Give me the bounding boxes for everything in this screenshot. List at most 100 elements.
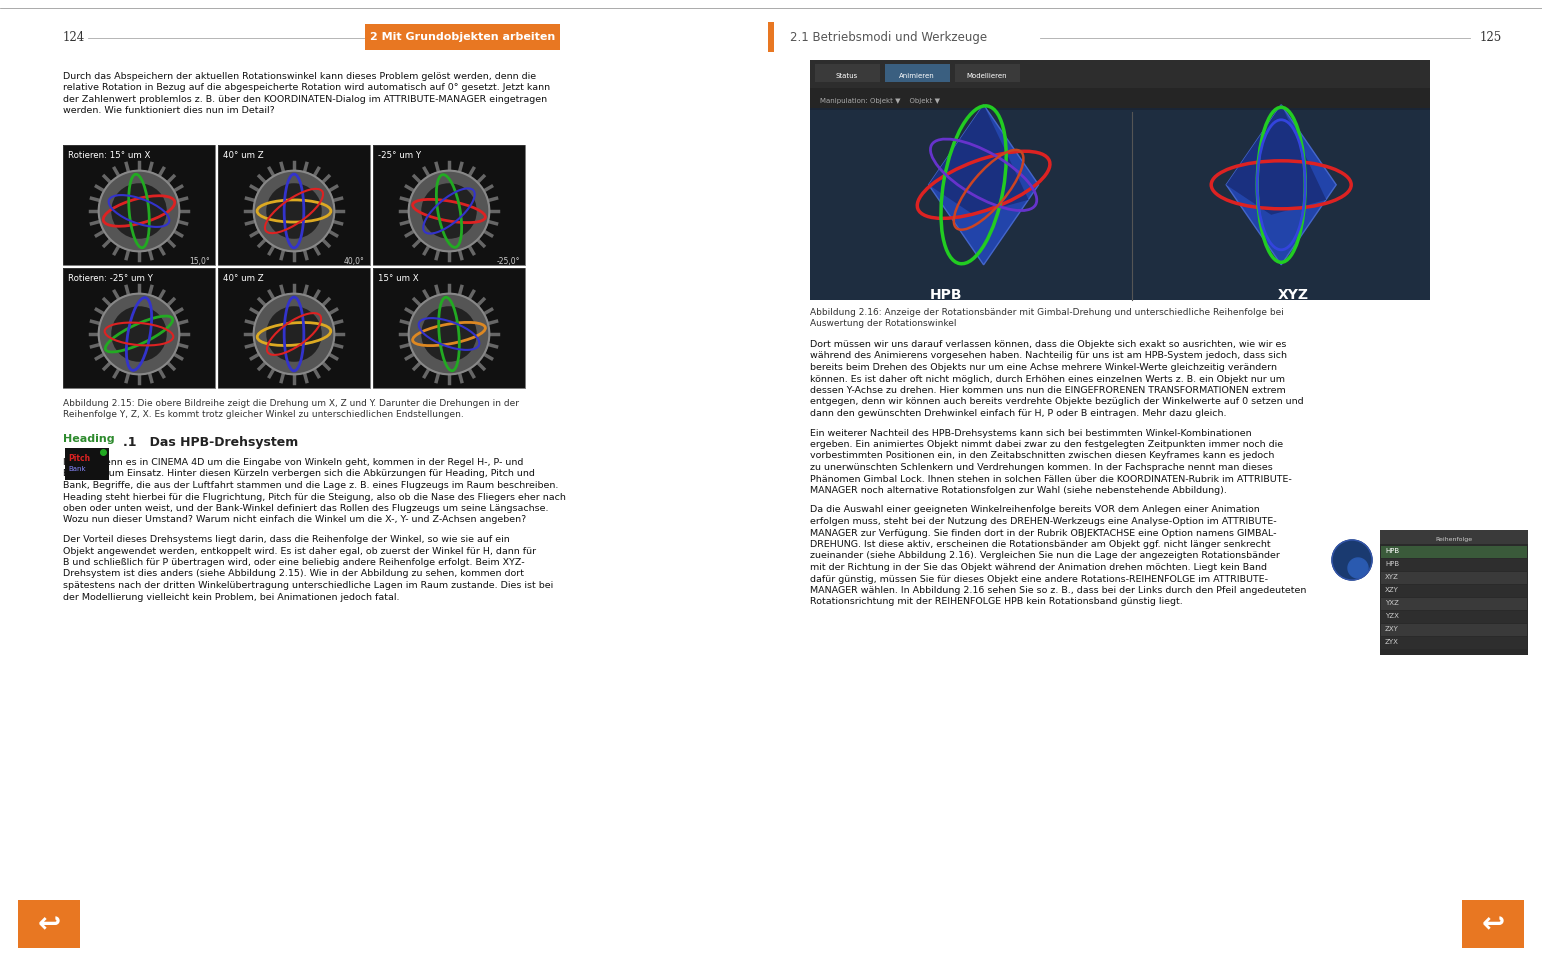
Polygon shape [1226, 105, 1337, 264]
Bar [1382, 637, 1527, 649]
Bar [810, 110, 1110, 300]
Text: können. Es ist daher oft nicht möglich, durch Erhöhen eines einzelnen Werts z. B: können. Es ist daher oft nicht möglich, … [810, 374, 1284, 384]
Text: DREHUNG. Ist diese aktiv, erscheinen die Rotationsbänder am Objekt ggf. nicht lä: DREHUNG. Ist diese aktiv, erscheinen die… [810, 540, 1271, 549]
Text: Status: Status [836, 73, 859, 79]
Text: Manipulation: Objekt ▼    Objekt ▼: Manipulation: Objekt ▼ Objekt ▼ [820, 98, 941, 104]
Text: vorbestimmten Positionen ein, in den Zeitabschnitten zwischen diesen Keyframes k: vorbestimmten Positionen ein, in den Zei… [810, 452, 1274, 461]
Text: Objekt angewendet werden, entkoppelt wird. Es ist daher egal, ob zuerst der Wink: Objekt angewendet werden, entkoppelt wir… [63, 546, 537, 556]
Bar [1382, 624, 1527, 636]
Text: während des Animierens vorgesehen haben. Nachteilig für uns ist am HPB-System je: während des Animierens vorgesehen haben.… [810, 352, 1288, 361]
Text: oben oder unten weist, und der Bank-Winkel definiert das Rollen des Flugzeugs um: oben oder unten weist, und der Bank-Wink… [63, 504, 549, 513]
Bar [1382, 572, 1527, 584]
Bar [63, 145, 214, 265]
Text: Reihenfolge: Reihenfolge [1436, 537, 1473, 542]
Bar [816, 64, 880, 82]
Text: MANAGER wählen. In Abbildung 2.16 sehen Sie so z. B., dass bei der Links durch d: MANAGER wählen. In Abbildung 2.16 sehen … [810, 586, 1306, 595]
Text: ↩: ↩ [1482, 910, 1505, 938]
Text: ZYX: ZYX [1385, 639, 1399, 645]
Circle shape [423, 307, 476, 361]
Text: HPB: HPB [1385, 548, 1399, 554]
Text: ergeben. Ein animiertes Objekt nimmt dabei zwar zu den festgelegten Zeitpunkten : ergeben. Ein animiertes Objekt nimmt dab… [810, 440, 1283, 449]
Text: zueinander (siehe Abbildung 2.16). Vergleichen Sie nun die Lage der angezeigten : zueinander (siehe Abbildung 2.16). Vergl… [810, 551, 1280, 561]
Circle shape [267, 184, 321, 238]
Circle shape [253, 171, 335, 252]
Text: 15,0°: 15,0° [190, 257, 210, 266]
Bar [1380, 530, 1528, 544]
Circle shape [253, 294, 335, 374]
Bar [373, 268, 524, 388]
Text: 125: 125 [1480, 31, 1502, 45]
Text: Bank: Bank [68, 466, 86, 472]
Bar [1462, 900, 1523, 948]
Text: XYZ: XYZ [1385, 574, 1399, 580]
Text: MANAGER noch alternative Rotationsfolgen zur Wahl (siehe nebenstehende Abbildung: MANAGER noch alternative Rotationsfolgen… [810, 486, 1227, 495]
Circle shape [409, 171, 489, 252]
Bar [1380, 530, 1528, 655]
Text: dessen Y-Achse zu drehen. Hier kommen uns nun die EINGEFRORENEN TRANSFORMATIONEN: dessen Y-Achse zu drehen. Hier kommen un… [810, 386, 1286, 395]
Bar [217, 145, 370, 265]
Bar [217, 145, 370, 265]
Text: der Zahlenwert problemlos z. B. über den KOORDINATEN-Dialog im ATTRIBUTE-MANAGER: der Zahlenwert problemlos z. B. über den… [63, 95, 547, 104]
Text: 15° um X: 15° um X [378, 274, 418, 283]
Text: XYZ: XYZ [1278, 288, 1309, 302]
Text: dann den gewünschten Drehwinkel einfach für H, P oder B eintragen. Mehr dazu gle: dann den gewünschten Drehwinkel einfach … [810, 409, 1226, 418]
Text: entgegen, denn wir können auch bereits verdrehte Objekte bezüglich der Winkelwer: entgegen, denn wir können auch bereits v… [810, 398, 1303, 406]
Text: mit der Richtung in der Sie das Objekt während der Animation drehen möchten. Lie: mit der Richtung in der Sie das Objekt w… [810, 563, 1268, 572]
Circle shape [1348, 558, 1368, 578]
Text: Abbildung 2.15: Die obere Bildreihe zeigt die Drehung um X, Z und Y. Darunter di: Abbildung 2.15: Die obere Bildreihe zeig… [63, 399, 520, 408]
Bar [1382, 559, 1527, 571]
Text: 40° um Z: 40° um Z [224, 151, 264, 160]
Circle shape [113, 184, 167, 238]
Text: zu unerwünschten Schlenkern und Verdrehungen kommen. In der Fachsprache nennt ma: zu unerwünschten Schlenkern und Verdrehu… [810, 463, 1272, 472]
Bar [1382, 585, 1527, 597]
Text: dafür günstig, müssen Sie für dieses Objekt eine andere Rotations-REIHENFOLGE im: dafür günstig, müssen Sie für dieses Obj… [810, 574, 1268, 583]
Text: Pitch: Pitch [68, 454, 89, 463]
Circle shape [267, 307, 321, 361]
Bar [63, 268, 214, 388]
Text: 124: 124 [63, 31, 85, 45]
Bar [954, 64, 1019, 82]
Bar [810, 60, 1429, 300]
Text: HPB: HPB [1385, 561, 1399, 567]
Text: B und schließlich für P übertragen wird, oder eine beliebig andere Reihenfolge e: B und schließlich für P übertragen wird,… [63, 558, 524, 567]
Text: XZY: XZY [1385, 587, 1399, 593]
Text: 40,0°: 40,0° [344, 257, 365, 266]
Bar [65, 448, 109, 480]
Text: Durch das Abspeichern der aktuellen Rotationswinkel kann dieses Problem gelöst w: Durch das Abspeichern der aktuellen Rota… [63, 72, 537, 81]
Text: Reihenfolge Y, Z, X. Es kommt trotz gleicher Winkel zu unterschiedlichen Endstel: Reihenfolge Y, Z, X. Es kommt trotz glei… [63, 410, 464, 419]
Text: Phänomen Gimbal Lock. Ihnen stehen in solchen Fällen über die KOORDINATEN-Rubrik: Phänomen Gimbal Lock. Ihnen stehen in so… [810, 474, 1292, 483]
Text: Rotationsrichtung mit der REIHENFOLGE HPB kein Rotationsband günstig liegt.: Rotationsrichtung mit der REIHENFOLGE HP… [810, 598, 1183, 607]
Text: erfolgen muss, steht bei der Nutzung des DREHEN-Werkzeugs eine Analyse-Option im: erfolgen muss, steht bei der Nutzung des… [810, 517, 1277, 526]
Text: 2.1 Betriebsmodi und Werkzeuge: 2.1 Betriebsmodi und Werkzeuge [790, 31, 987, 45]
Text: spätestens nach der dritten Winkelübertragung unterschiedliche Lagen im Raum zus: spätestens nach der dritten Winkelübertr… [63, 581, 554, 590]
Text: Rotieren: 15° um X: Rotieren: 15° um X [68, 151, 151, 160]
Text: ZXY: ZXY [1385, 626, 1399, 632]
Circle shape [409, 294, 489, 374]
Circle shape [1332, 540, 1372, 580]
Bar [63, 268, 214, 388]
Text: -25,0°: -25,0° [497, 257, 520, 266]
Text: B-Werte zum Einsatz. Hinter diesen Kürzeln verbergen sich die Abkürzungen für He: B-Werte zum Einsatz. Hinter diesen Kürze… [63, 469, 535, 478]
Bar [810, 110, 1429, 300]
Text: HPB: HPB [930, 288, 962, 302]
Text: Wozu nun dieser Umstand? Warum nicht einfach die Winkel um die X-, Y- und Z-Achs: Wozu nun dieser Umstand? Warum nicht ein… [63, 515, 526, 525]
Text: Der Vorteil dieses Drehsystems liegt darin, dass die Reihenfolge der Winkel, so : Der Vorteil dieses Drehsystems liegt dar… [63, 535, 510, 544]
Text: Dort müssen wir uns darauf verlassen können, dass die Objekte sich exakt so ausr: Dort müssen wir uns darauf verlassen kön… [810, 340, 1286, 349]
Text: Bank, Begriffe, die aus der Luftfahrt stammen und die Lage z. B. eines Flugzeugs: Bank, Begriffe, die aus der Luftfahrt st… [63, 481, 558, 490]
Text: 40° um Z: 40° um Z [224, 274, 264, 283]
Bar [373, 268, 524, 388]
Text: -25° um Y: -25° um Y [378, 151, 421, 160]
Text: Da die Auswahl einer geeigneten Winkelreihenfolge bereits VOR dem Anlegen einer : Da die Auswahl einer geeigneten Winkelre… [810, 505, 1260, 514]
Bar [19, 900, 80, 948]
Polygon shape [928, 105, 1029, 215]
Bar [768, 22, 774, 52]
Circle shape [423, 184, 476, 238]
Text: Ein weiterer Nachteil des HPB-Drehsystems kann sich bei bestimmten Winkel-Kombin: Ein weiterer Nachteil des HPB-Drehsystem… [810, 429, 1252, 437]
Text: Modellieren: Modellieren [967, 73, 1007, 79]
Polygon shape [928, 105, 1039, 264]
Bar [810, 60, 1429, 88]
Text: relative Rotation in Bezug auf die abgespeicherte Rotation wird automatisch auf : relative Rotation in Bezug auf die abges… [63, 84, 550, 92]
Text: bereits beim Drehen des Objekts nur um eine Achse mehrere Winkel-Werte gleichzei: bereits beim Drehen des Objekts nur um e… [810, 363, 1277, 372]
Text: der Modellierung vielleicht kein Problem, bei Animationen jedoch fatal.: der Modellierung vielleicht kein Problem… [63, 593, 399, 602]
Text: Heading: Heading [63, 434, 114, 444]
